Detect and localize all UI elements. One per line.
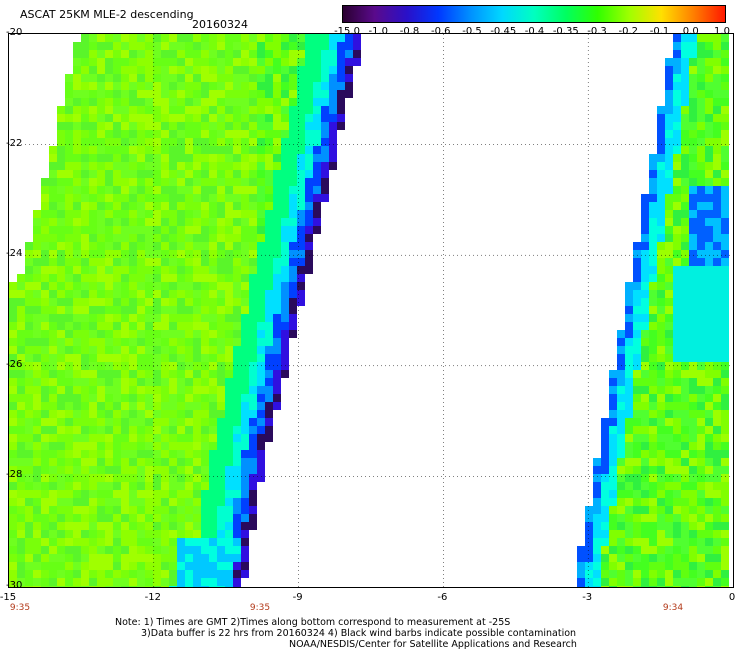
note-line-2: 3)Data buffer is 22 hrs from 20160324 4)… <box>141 628 577 639</box>
note-line-3: NOAA/NESDIS/Center for Satellite Applica… <box>289 639 577 650</box>
longitude-label: 0 <box>728 592 736 603</box>
colorbar-tick-label: -0.1 <box>649 26 670 37</box>
colorbar-tick-label: 0.0 <box>682 26 699 37</box>
time-label: 9:35 <box>249 603 271 613</box>
colorbar-tick-label: -1.0 <box>368 26 389 37</box>
longitude-label: -15 <box>0 592 17 603</box>
latitude-label: -28 <box>6 469 23 481</box>
time-label: 9:35 <box>9 603 31 613</box>
footnotes: Note: 1) Times are GMT 2)Times along bot… <box>115 617 577 650</box>
latitude-label: -20 <box>6 27 23 38</box>
colorbar-tick-label: -0.45 <box>490 26 517 37</box>
colorbar-tick-label: -0.5 <box>462 26 482 37</box>
note-line-1: Note: 1) Times are GMT 2)Times along bot… <box>115 617 511 628</box>
latitude-label: -22 <box>6 137 23 149</box>
colorbar-tick-label: -0.3 <box>587 26 607 37</box>
map-title: ASCAT 25KM MLE-2 descending <box>20 8 194 21</box>
latitude-label: -30 <box>6 580 23 591</box>
longitude-label: -9 <box>292 592 303 603</box>
latitude-label: -24 <box>6 248 23 260</box>
longitude-label: -3 <box>582 592 593 603</box>
swath-svg <box>9 34 733 587</box>
longitude-label: -12 <box>144 592 161 603</box>
map-plot-area <box>8 33 734 588</box>
map-date: 20160324 <box>192 18 248 31</box>
colorbar-tick-label: -15.0 <box>334 26 360 37</box>
latitude-label: -26 <box>6 358 23 370</box>
colorbar-tick-label: 1.0 <box>714 26 730 37</box>
longitude-label: -6 <box>437 592 448 603</box>
time-label: 9:34 <box>662 603 684 613</box>
colorbar-tick-label: -0.2 <box>618 26 639 37</box>
colorbar <box>342 5 726 23</box>
colorbar-tick-label: -0.4 <box>524 26 545 37</box>
colorbar-tick-label: -0.8 <box>399 26 420 37</box>
colorbar-tick-label: -0.6 <box>430 26 451 37</box>
colorbar-tick-label: -0.35 <box>552 26 579 37</box>
